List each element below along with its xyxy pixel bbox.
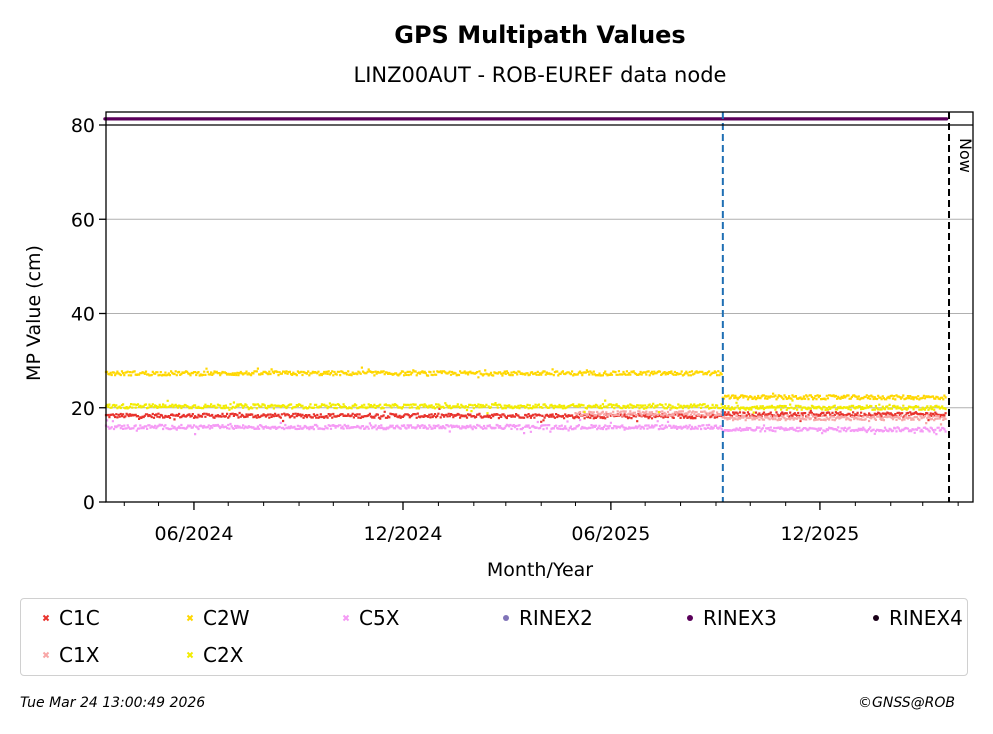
legend-marker-rinex2 [503,615,509,621]
legend-item-rinex2: RINEX2 [503,606,593,630]
series-c2w-points-0 [104,366,723,379]
y-tick-label-1: 20 [71,398,95,420]
legend-item-rinex4: RINEX4 [873,606,963,630]
legend-marker-c5x [342,614,350,622]
legend-label-c2x: C2X [203,643,244,667]
chart-title: GPS Multipath Values [394,21,685,49]
series-c1x-points-0 [574,408,723,417]
series-c2w-points-1 [721,392,947,401]
legend-item-c2x: C2X [186,643,244,667]
x-axis: 06/2024 12/2024 06/2025 12/2025 [123,502,959,545]
legend-marker-c1x [42,651,50,659]
legend-label-c2w: C2W [203,606,250,630]
now-label: Now [956,138,975,173]
legend-marker-rinex4 [873,615,879,621]
x-tick-label-2: 06/2025 [571,523,650,545]
legend-marker-c1c [42,614,50,622]
x-axis-label: Month/Year [487,559,593,581]
legend-marker-rinex3 [687,615,693,621]
legend-marker-c2w [186,614,194,622]
legend-label-c5x: C5X [359,606,400,630]
legend-marker-c2x [186,651,194,659]
series-c5x-points-0 [104,418,723,436]
series-c5x-points-1 [721,424,947,436]
legend-item-c2w: C2W [186,606,250,630]
grid-layer [106,218,973,409]
y-tick-label-2: 40 [71,304,95,326]
legend-item-rinex3: RINEX3 [687,606,777,630]
chart-subtitle: LINZ00AUT - ROB-EUREF data node [354,63,727,87]
series-c2x-points-1 [721,399,947,414]
y-axis-label: MP Value (cm) [23,245,45,381]
x-tick-label-0: 06/2024 [154,523,233,545]
x-tick-label-3: 12/2025 [780,523,859,545]
vertical-markers: Now [721,112,975,502]
legend-label-c1x: C1X [59,643,100,667]
legend-item-c1x: C1X [42,643,100,667]
y-tick-label-3: 60 [71,209,95,231]
series-c1c-points-0 [104,407,564,423]
generation-timestamp: Tue Mar 24 13:00:49 2026 [20,695,206,711]
legend-item-c1c: C1C [42,606,100,630]
y-axis: 0 20 40 60 80 [71,115,106,514]
y-tick-label-0: 0 [83,492,95,514]
plot-frame [105,111,974,503]
series-c1x-points-1 [721,413,947,426]
legend-label-rinex3: RINEX3 [703,606,777,630]
copyright-notice: ©GNSS@ROB [858,695,955,711]
data-points [103,117,949,436]
legend-label-c1c: C1C [59,606,100,630]
legend-label-rinex4: RINEX4 [889,606,963,630]
y-tick-label-4: 80 [71,115,95,137]
legend: C1C C1X C2W C2X C5X RINEX2 RINEX3 RINEX4 [20,598,968,676]
x-tick-label-1: 12/2024 [364,523,443,545]
legend-label-rinex2: RINEX2 [519,606,593,630]
legend-item-c5x: C5X [342,606,400,630]
